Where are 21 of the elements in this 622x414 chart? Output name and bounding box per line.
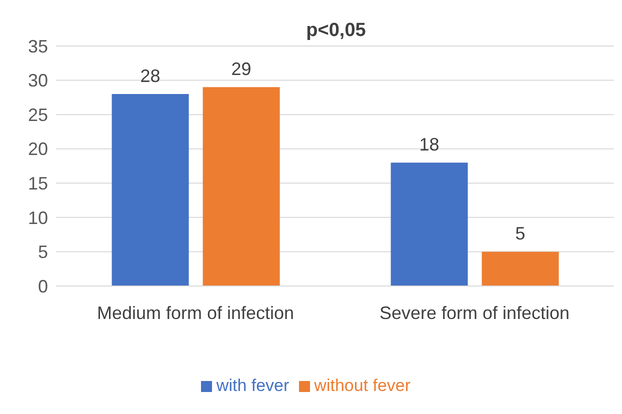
bar	[112, 94, 189, 286]
y-tick-label: 5	[38, 242, 48, 262]
bar	[482, 252, 559, 286]
y-tick-label: 35	[28, 36, 48, 56]
bar	[202, 87, 280, 286]
y-tick-label: 30	[28, 70, 48, 91]
data-label: 28	[140, 66, 160, 86]
data-label: 29	[231, 59, 252, 80]
y-tick-label: 15	[28, 174, 48, 194]
data-label: 18	[419, 134, 440, 155]
y-tick-label: 0	[38, 276, 48, 296]
legend-label: with fever	[216, 376, 290, 395]
y-tick-label: 10	[28, 208, 48, 228]
bar	[390, 162, 468, 286]
y-tick-label: 25	[28, 104, 48, 125]
y-tick-label: 20	[28, 139, 48, 160]
chart-title: p<0,05	[306, 20, 366, 41]
data-label: 5	[515, 224, 526, 244]
x-tick-label: Severe form of infection	[379, 302, 570, 323]
x-tick-label: Medium form of infection	[96, 302, 294, 323]
legend-label: without fever	[314, 376, 411, 395]
